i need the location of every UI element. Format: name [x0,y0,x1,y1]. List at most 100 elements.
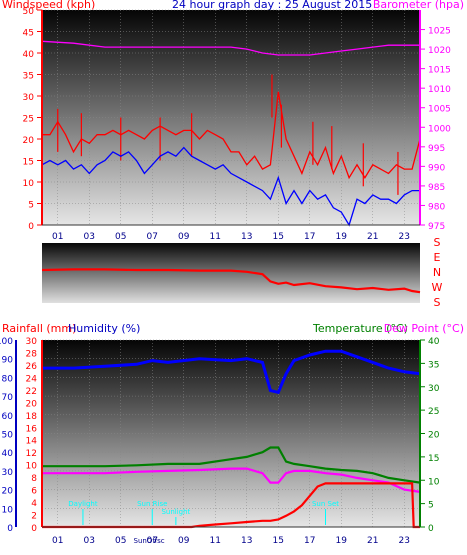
rainfall-tick-label: 4 [31,499,37,509]
wind-x-tick-label: 23 [399,232,410,242]
climate-x-tick-label: 13 [241,536,252,546]
rainfall-tick-label: 18 [26,412,38,422]
barometer-tick-label: 1015 [428,66,451,76]
climate-x-tick-label: 21 [367,536,378,546]
annotation-label: Sun Set [312,500,339,508]
dew-point-line [42,467,421,493]
wind-x-tick-label: 01 [52,232,63,242]
humidity-tick-label: 40 [2,449,14,459]
annotation-label: Sunlight [161,508,190,516]
wind-axes: 0510152025303540455097598098599099510001… [23,7,452,242]
climate-axes: 0102030405060708090100024681012141618202… [0,337,440,546]
climate-x-tick-label: 09 [178,536,190,546]
barometer-tick-label: 995 [428,144,445,154]
climate-x-tick-label: 23 [399,536,410,546]
rainfall-tick-label: 8 [31,474,37,484]
wind-y-tick-label: 20 [23,136,35,146]
temperature-tick-label: 40 [428,337,440,347]
average-line [41,146,420,227]
rainfall-tick-label: 14 [26,437,38,447]
climate-x-tick-label: 07 [147,536,158,546]
wind-y-tick-label: 0 [28,222,34,232]
climate-x-tick-label: 19 [336,536,348,546]
wind-x-tick-label: 13 [241,232,252,242]
wind-y-tick-label: 50 [23,7,35,17]
wind-x-tick-label: 05 [115,232,126,242]
barometer-line [41,40,420,56]
temperature-tick-label: 30 [428,384,440,394]
barometer-tick-label: 1020 [428,46,451,56]
wind-y-tick-label: 30 [23,93,35,103]
climate-x-tick-label: 05 [115,536,126,546]
humidity-tick-label: 50 [2,431,14,441]
direction-tick-label: E [434,251,441,264]
rainfall-axis-label: Rainfall (mm) [2,322,76,335]
annotation-label: Sun Rise [137,500,167,508]
climate-grid [42,339,420,528]
barometer-tick-label: 1025 [428,27,451,37]
humidity-axis-label: Humidity (%) [68,322,140,335]
wind-x-tick-label: 09 [178,232,190,242]
humidity-line [42,349,421,395]
temperature-tick-label: 35 [428,360,439,370]
temperature-tick-label: 20 [428,431,440,441]
temperature-axis-label: Temperature (°C) [312,322,408,335]
humidity-tick-label: 0 [7,524,13,534]
climate-x-tick-label: 17 [304,536,315,546]
rainfall-line [42,482,420,529]
temperature-line [42,446,421,484]
direction-tick-label: S [434,236,441,249]
wind-y-tick-label: 5 [28,201,34,211]
barometer-tick-label: 975 [428,222,445,232]
humidity-tick-label: 70 [2,393,14,403]
wind-y-tick-label: 40 [23,50,35,60]
humidity-tick-label: 60 [2,412,14,422]
direction-series [41,268,421,294]
rainfall-tick-label: 2 [31,512,37,522]
rainfall-tick-label: 24 [26,374,38,384]
wind-grid [42,9,420,226]
wind-y-tick-label: 45 [23,29,34,39]
climate-series [42,349,421,529]
direction-plot-area [42,243,420,303]
wind-x-tick-label: 21 [367,232,378,242]
annotation-label: Daylight [68,500,98,508]
humidity-tick-label: 80 [2,374,14,384]
rainfall-tick-label: 16 [26,424,38,434]
wind-x-tick-label: 19 [336,232,348,242]
windspeed-line [42,91,421,180]
wind-x-tick-label: 03 [84,232,95,242]
climate-x-tick-label: 01 [52,536,63,546]
direction-tick-label: N [433,266,441,279]
windspeed-axis-label: Windspeed (kph) [2,0,95,11]
rainfall-tick-label: 28 [26,349,38,359]
rainfall-tick-label: 30 [26,337,38,347]
direction-tick-label: S [434,296,441,309]
humidity-tick-label: 30 [2,468,14,478]
chart-title: 24 hour graph day : 25 August 2015 [172,0,372,11]
climate-x-tick-label: 11 [210,536,221,546]
direction-tick-label: W [432,281,443,294]
humidity-tick-label: 10 [2,505,14,515]
barometer-tick-label: 1005 [428,105,451,115]
rainfall-tick-label: 26 [26,362,38,372]
climate-x-tick-label: 15 [273,536,284,546]
rainfall-tick-label: 6 [31,487,37,497]
humidity-tick-label: 90 [2,356,14,366]
humidity-tick-label: 100 [0,337,13,347]
humidity-tick-label: 20 [2,487,14,497]
temperature-tick-label: 25 [428,407,439,417]
temperature-tick-label: 15 [428,454,439,464]
wind-x-tick-label: 15 [273,232,284,242]
rainfall-tick-label: 12 [26,449,37,459]
barometer-tick-label: 1010 [428,85,451,95]
rainfall-tick-label: 10 [26,462,38,472]
barometer-tick-label: 1000 [428,124,451,134]
wind-series [41,40,421,227]
climate-x-tick-label: 03 [84,536,95,546]
wind-y-tick-label: 35 [23,72,34,82]
wind-x-tick-label: 17 [304,232,315,242]
